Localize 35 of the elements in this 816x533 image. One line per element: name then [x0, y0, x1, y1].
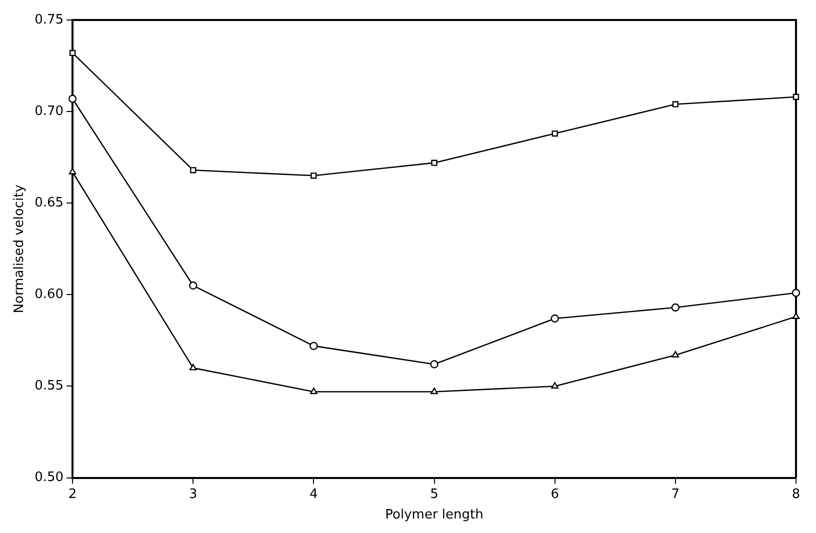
point — [189, 281, 198, 290]
point — [310, 388, 318, 394]
point — [190, 167, 196, 174]
point — [310, 342, 318, 350]
point — [68, 94, 77, 103]
point — [189, 364, 197, 370]
x-tick-label: 7 — [671, 486, 680, 502]
y-tick-label: 0.75 — [34, 12, 64, 28]
point — [792, 94, 800, 100]
point — [430, 360, 438, 368]
x-tick-label: 5 — [430, 486, 438, 502]
point — [792, 288, 800, 297]
x-tick-label: 4 — [310, 486, 318, 502]
point — [672, 101, 678, 108]
y-tick-label: 0.70 — [34, 104, 64, 119]
x-tick-label: 8 — [792, 486, 800, 502]
point — [430, 388, 438, 394]
x-tick-label: 3 — [188, 486, 198, 502]
point — [310, 172, 317, 179]
x-axis-title: Polymer length — [385, 508, 484, 523]
point — [792, 312, 800, 320]
y-tick-label: 0.55 — [34, 378, 64, 394]
point — [551, 382, 558, 389]
point — [672, 351, 680, 358]
point — [69, 50, 76, 56]
point — [552, 130, 558, 137]
x-tick-label: 2 — [68, 486, 77, 502]
y-tick-label: 0.50 — [34, 470, 64, 486]
y-tick-label: 0.65 — [34, 195, 64, 210]
x-tick-label: 6 — [550, 486, 559, 502]
y-axis-title: Normalised velocity — [12, 184, 28, 314]
point — [550, 314, 559, 323]
point — [671, 303, 680, 312]
point — [431, 160, 438, 166]
y-tick-label: 0.60 — [34, 287, 64, 302]
